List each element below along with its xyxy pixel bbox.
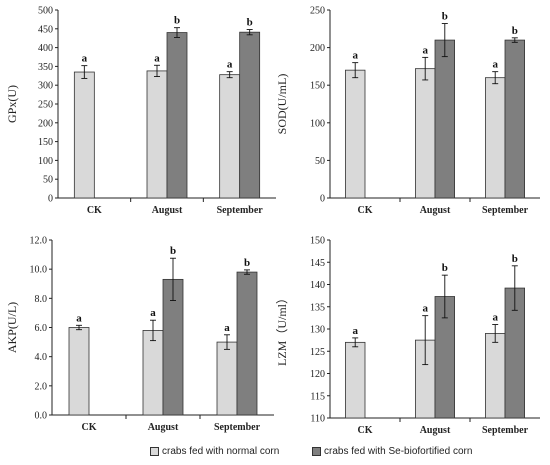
y-tick-label: 50 [43, 175, 53, 186]
y-tick-label: 250 [310, 6, 325, 17]
y-tick-label: 110 [310, 414, 325, 425]
x-tick-label: CK [358, 425, 373, 436]
y-tick-label: 140 [310, 280, 325, 291]
bar-normal [344, 69, 366, 199]
x-tick-label: CK [358, 205, 373, 216]
significance-label: a [352, 50, 358, 62]
bar-normal [216, 341, 238, 416]
y-tick-label: 400 [38, 43, 53, 54]
bar-normal [344, 341, 366, 419]
legend-swatch-normal [150, 447, 159, 456]
significance-label: a [76, 312, 82, 324]
y-tick-label: 100 [310, 118, 325, 129]
chart-3: 0.0 2.0 4.0 6.0 8.0 10.0 12.0 AKP(U/L) CK a August… [5, 236, 274, 433]
y-tick-label: 125 [310, 347, 325, 358]
y-tick-label: 150 [310, 236, 325, 247]
bar-se [166, 32, 188, 199]
y-tick-label: 0.0 [35, 411, 48, 422]
y-axis-label: AKP(U/L) [5, 302, 19, 353]
significance-label: a [422, 44, 428, 56]
bar-normal [484, 77, 506, 199]
x-tick-label: August [148, 422, 179, 433]
bar-se [236, 271, 258, 416]
significance-label: a [154, 52, 160, 64]
significance-label: a [422, 303, 428, 315]
y-tick-label: 250 [38, 100, 53, 111]
legend: crabs fed with normal corn crabs fed wit… [150, 446, 550, 462]
significance-label: b [512, 253, 518, 265]
bar-normal [219, 74, 241, 199]
significance-label: a [492, 312, 498, 324]
y-tick-label: 115 [310, 391, 325, 402]
y-tick-label: 200 [310, 43, 325, 54]
bar-se [504, 39, 526, 199]
chart-4: 110 115 120 125 130 135 140 145 150 LZM（U/ml） CK a A… [275, 236, 540, 436]
significance-label: a [352, 325, 358, 337]
x-tick-label: September [214, 422, 261, 433]
y-tick-label: 450 [38, 24, 53, 35]
y-tick-label: 135 [310, 302, 325, 313]
x-tick-label: CK [82, 422, 97, 433]
significance-label: a [82, 53, 88, 65]
y-tick-label: 10.0 [30, 265, 48, 276]
significance-label: b [170, 245, 176, 257]
chart-1: 0 50 100 150 200 250 300 350 400 450 500 GPx(U) CK a A… [5, 6, 276, 216]
y-tick-label: 50 [315, 156, 325, 167]
y-tick-label: 120 [310, 369, 325, 380]
y-tick-label: 150 [38, 137, 53, 148]
bar-normal [73, 71, 95, 199]
significance-label: b [512, 25, 518, 37]
y-tick-label: 200 [38, 118, 53, 129]
significance-label: a [492, 59, 498, 71]
y-tick-label: 8.0 [35, 294, 48, 305]
significance-label: b [244, 257, 250, 269]
bar-se [434, 39, 456, 199]
y-tick-label: 350 [38, 62, 53, 73]
y-tick-label: 0 [48, 194, 53, 205]
legend-label-se: crabs fed with Se-biofortified corn [324, 446, 473, 457]
bar-normal [414, 68, 436, 199]
y-axis-label: GPx(U) [5, 85, 19, 123]
y-tick-label: 12.0 [30, 236, 48, 247]
bar-normal [484, 333, 506, 419]
significance-label: a [227, 59, 233, 71]
y-tick-label: 150 [310, 81, 325, 92]
y-tick-label: 4.0 [35, 352, 48, 363]
y-tick-label: 0 [320, 194, 325, 205]
y-tick-label: 500 [38, 6, 53, 17]
y-tick-label: 300 [38, 81, 53, 92]
bar-normal [146, 70, 168, 199]
significance-label: b [247, 17, 253, 29]
bar-se [239, 31, 261, 199]
x-tick-label: September [482, 425, 529, 436]
legend-item-normal: crabs fed with normal corn [150, 446, 279, 457]
y-tick-label: 2.0 [35, 381, 48, 392]
y-tick-label: 6.0 [35, 323, 48, 334]
significance-label: b [442, 11, 448, 23]
x-tick-label: August [420, 205, 451, 216]
chart-2: 0 50 100 150 200 250 SOD(U/mL) CK a August a b Septe… [275, 6, 540, 216]
x-tick-label: September [217, 205, 264, 216]
x-tick-label: August [152, 205, 183, 216]
legend-label-normal: crabs fed with normal corn [162, 446, 280, 457]
y-tick-label: 145 [310, 258, 325, 269]
significance-label: b [442, 262, 448, 274]
y-axis-label: SOD(U/mL) [275, 74, 289, 135]
significance-label: b [174, 15, 180, 27]
bar-normal [142, 330, 164, 416]
x-tick-label: August [420, 425, 451, 436]
bar-normal [68, 327, 90, 416]
significance-label: a [224, 322, 230, 334]
legend-item-se: crabs fed with Se-biofortified corn [312, 446, 472, 457]
significance-label: a [150, 307, 156, 319]
x-tick-label: September [482, 205, 529, 216]
y-axis-label: LZM（U/ml） [275, 292, 289, 366]
x-tick-label: CK [87, 205, 102, 216]
legend-swatch-se [312, 447, 321, 456]
y-tick-label: 130 [310, 325, 325, 336]
y-tick-label: 100 [38, 156, 53, 167]
